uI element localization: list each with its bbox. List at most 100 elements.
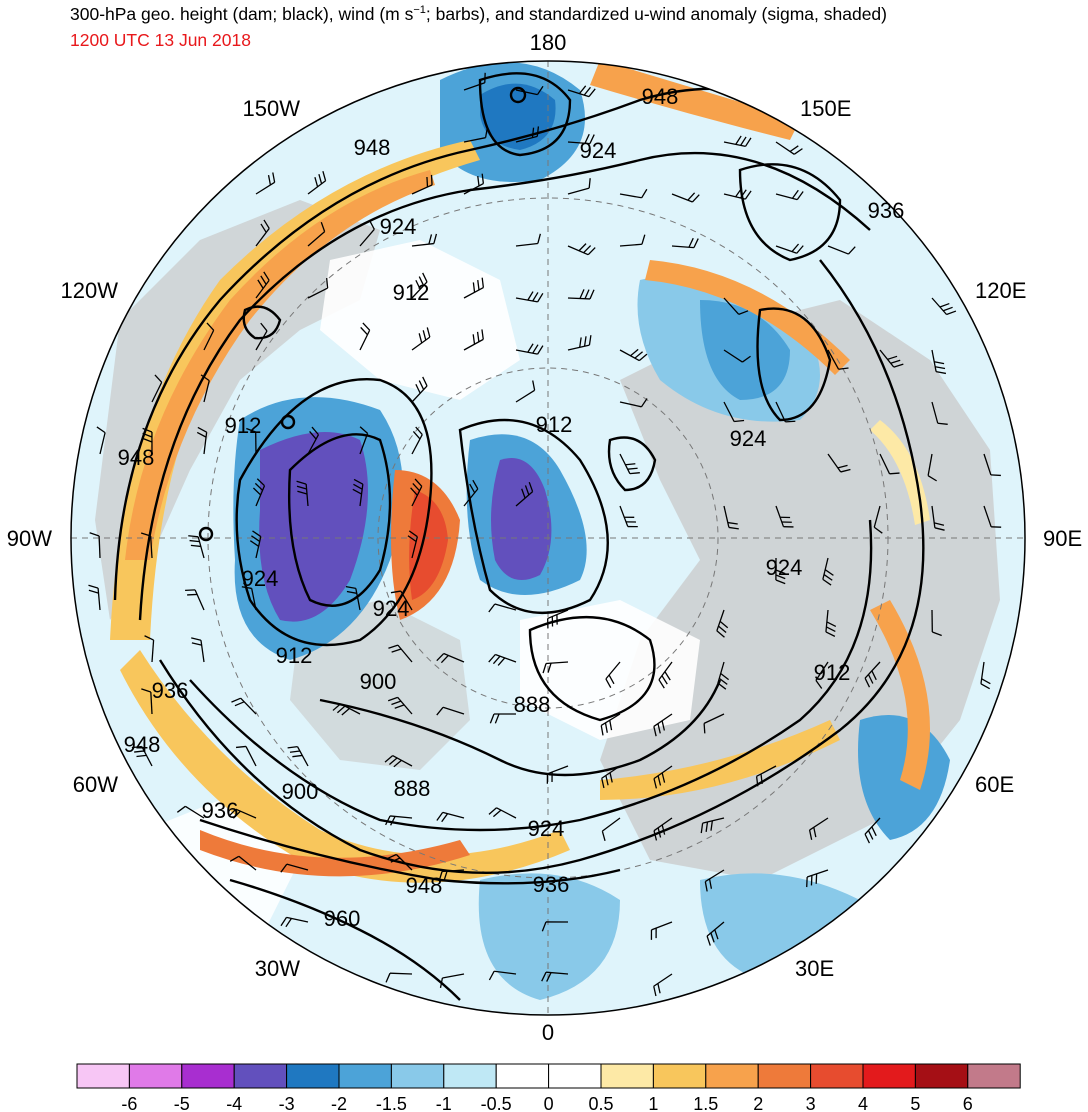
colorbar-swatch (967, 1063, 1021, 1089)
wind-barb (144, 635, 155, 663)
wind-barb (827, 349, 849, 370)
wind-barb (463, 127, 488, 143)
wind-barb (931, 349, 947, 375)
wind-barb (436, 706, 465, 716)
wind-barb (131, 745, 153, 767)
wind-barb (700, 817, 725, 834)
wind-barb (185, 589, 205, 611)
colorbar-swatch (233, 1063, 288, 1089)
wind-barb (723, 349, 751, 363)
wind-barb (864, 817, 881, 844)
wind-barb (931, 609, 942, 637)
wind-barb (307, 278, 329, 299)
wind-barb (601, 817, 621, 841)
wind-barb (567, 289, 595, 300)
colorbar-tick-label: -4 (226, 1094, 242, 1112)
wind-barb (775, 189, 804, 201)
wind-barb (141, 688, 153, 715)
wind-barb (463, 479, 479, 507)
wind-barb (280, 863, 309, 873)
wind-barb (515, 291, 544, 303)
wind-barb (252, 478, 266, 507)
wind-barb (191, 637, 205, 663)
wind-barb (542, 661, 569, 674)
wind-barb (359, 426, 369, 455)
contour-label: 924 (766, 555, 803, 580)
wind-barb (775, 243, 804, 254)
wind-barb (411, 174, 433, 195)
wind-barb (385, 815, 413, 826)
contour-label: 924 (380, 214, 417, 239)
wind-barb (515, 126, 540, 143)
wind-barb (96, 426, 106, 455)
wind-barb (825, 609, 837, 637)
wind-barb (515, 481, 534, 507)
wind-barb (488, 970, 517, 981)
wind-barb (352, 478, 364, 507)
wind-barb (151, 374, 163, 403)
wind-barb (436, 652, 465, 664)
wind-barb (567, 178, 591, 195)
colorbar-tick-label: -1.5 (376, 1094, 407, 1112)
wind-barb (411, 426, 423, 455)
contour-labels: 948 924 936 948 924 912 912 948 912 924 924 924 924 9… (118, 84, 905, 931)
wind-barb (235, 745, 257, 767)
wind-barb (411, 272, 428, 299)
wind-barb (196, 426, 208, 455)
wind-barb (359, 322, 371, 351)
colorbar-tick-label: 3 (806, 1094, 816, 1112)
wind-barb (488, 653, 517, 666)
wind-barb (332, 703, 361, 716)
wind-barb (827, 245, 856, 255)
colorbar-tick-label: 6 (963, 1094, 973, 1112)
wind-barb (463, 72, 486, 91)
wind-barb (246, 427, 257, 455)
wind-barb (307, 170, 327, 195)
wind-barb (463, 173, 485, 195)
wind-barb (411, 327, 431, 351)
wind-barb (717, 661, 730, 690)
colorbar-tick-label: -0.5 (481, 1094, 512, 1112)
wind-barb (658, 661, 673, 689)
wind-barb (653, 973, 673, 997)
wind-barb (89, 532, 101, 559)
colorbar-swatch (600, 1063, 654, 1089)
wind-barb (808, 817, 829, 840)
contour-label: 924 (730, 426, 767, 451)
wind-barb (723, 188, 752, 200)
contour-label: 912 (814, 660, 851, 685)
contour-label: 924 (528, 816, 565, 841)
wind-barb (806, 869, 829, 888)
colorbar-tick-label: 2 (753, 1094, 763, 1112)
colorbar-swatch (914, 1063, 969, 1089)
wind-barb (619, 453, 640, 475)
wind-barb (567, 85, 596, 98)
wind-barb (706, 921, 725, 946)
wind-barb (704, 869, 725, 892)
wind-barb (280, 916, 309, 928)
colorbar-tick-label: -3 (279, 1094, 295, 1112)
wind-barb (515, 233, 542, 247)
wind-barb (567, 133, 595, 145)
wind-barb (345, 585, 361, 611)
wind-barb (228, 808, 257, 819)
wind-barb (653, 713, 673, 737)
wind-barb (515, 343, 544, 355)
contour-label: 888 (394, 776, 431, 801)
wind-barb (671, 237, 699, 249)
colorbar-swatch (181, 1063, 235, 1089)
wind-barb (983, 453, 1001, 477)
wind-barb (619, 348, 648, 362)
wind-barb (407, 530, 418, 559)
colorbar-swatch (652, 1063, 707, 1089)
longitude-label: 180 (530, 30, 567, 55)
wind-barb (411, 376, 428, 403)
wind-barb (541, 921, 569, 932)
wind-barb (200, 374, 210, 403)
wind-barb (438, 869, 465, 882)
valid-time: 1200 UTC 13 Jun 2018 (70, 30, 251, 50)
wind-barb (723, 135, 752, 147)
longitude-label: 90W (7, 526, 52, 551)
contour-label: 888 (514, 692, 551, 717)
wind-barb (390, 590, 413, 611)
